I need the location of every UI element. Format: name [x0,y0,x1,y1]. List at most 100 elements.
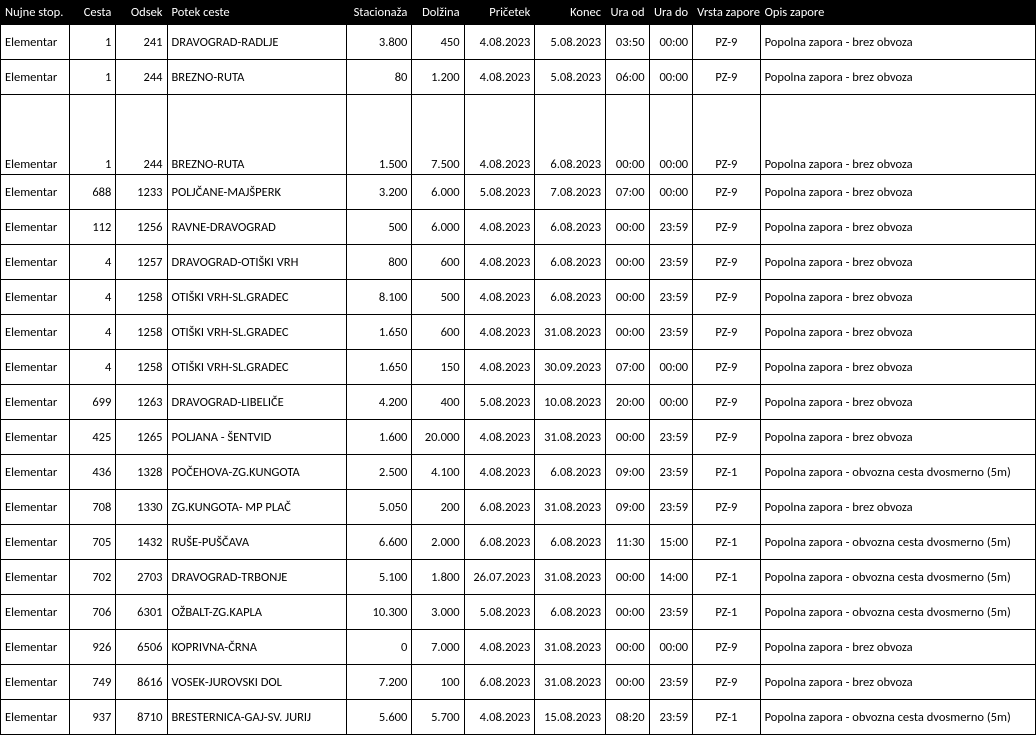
cell-c4: 7.200 [347,665,412,700]
cell-c0: Elementar [1,490,70,525]
cell-c10: PZ-1 [693,595,760,630]
cell-c7: 6.08.2023 [535,595,606,630]
cell-c6: 4.08.2023 [464,420,535,455]
cell-c0: Elementar [1,350,70,385]
cell-c1: 425 [69,420,116,455]
cell-c11: Popolna zapora - brez obvoza [760,350,1035,385]
cell-c1: 1 [69,60,116,95]
cell-c8: 00:00 [606,630,650,665]
cell-c10: PZ-9 [693,665,760,700]
table-row: Elementar1244BREZNO-RUTA801.2004.08.2023… [1,60,1036,95]
cell-c1: 4 [69,245,116,280]
cell-c9: 23:59 [649,280,693,315]
cell-c11: Popolna zapora - brez obvoza [760,665,1035,700]
cell-c3: OTIŠKI VRH-SL.GRADEC [167,280,347,315]
cell-c10: PZ-9 [693,245,760,280]
cell-c6: 6.08.2023 [464,525,535,560]
cell-c6: 4.08.2023 [464,245,535,280]
cell-c9: 23:59 [649,490,693,525]
cell-c1: 702 [69,560,116,595]
cell-c2: 1265 [116,420,167,455]
cell-c2: 1233 [116,175,167,210]
cell-c7: 31.08.2023 [535,315,606,350]
cell-c0: Elementar [1,210,70,245]
cell-c5: 1.800 [412,560,464,595]
cell-c0: Elementar [1,385,70,420]
cell-c1: 926 [69,630,116,665]
cell-c10: PZ-9 [693,25,760,60]
cell-c1: 4 [69,350,116,385]
cell-c0: Elementar [1,630,70,665]
cell-c9: 23:59 [649,455,693,490]
cell-c7: 31.08.2023 [535,630,606,665]
cell-c6: 4.08.2023 [464,630,535,665]
cell-c10: PZ-9 [693,385,760,420]
cell-c6: 4.08.2023 [464,700,535,735]
col-vrsta: Vrsta zapore [693,1,760,25]
cell-c1: 1 [69,95,116,175]
cell-c2: 8710 [116,700,167,735]
cell-c9: 23:59 [649,665,693,700]
cell-c11: Popolna zapora - brez obvoza [760,95,1035,175]
cell-c6: 4.08.2023 [464,95,535,175]
cell-c6: 5.08.2023 [464,175,535,210]
cell-c2: 1257 [116,245,167,280]
cell-c5: 600 [412,315,464,350]
cell-c0: Elementar [1,315,70,350]
cell-c0: Elementar [1,60,70,95]
cell-c8: 00:00 [606,315,650,350]
cell-c3: OTIŠKI VRH-SL.GRADEC [167,315,347,350]
cell-c8: 11:30 [606,525,650,560]
closures-table: Nujne stop. Cesta Odsek Potek ceste Stac… [0,0,1036,735]
cell-c2: 8616 [116,665,167,700]
cell-c0: Elementar [1,525,70,560]
cell-c5: 4.100 [412,455,464,490]
col-dolzina: Dolžina [412,1,464,25]
cell-c5: 1.200 [412,60,464,95]
cell-c8: 00:00 [606,210,650,245]
cell-c11: Popolna zapora - brez obvoza [760,175,1035,210]
cell-c2: 1330 [116,490,167,525]
cell-c7: 6.08.2023 [535,245,606,280]
cell-c8: 03:50 [606,25,650,60]
col-cesta: Cesta [69,1,116,25]
cell-c5: 150 [412,350,464,385]
cell-c8: 08:20 [606,700,650,735]
cell-c4: 1.600 [347,420,412,455]
cell-c0: Elementar [1,595,70,630]
cell-c4: 80 [347,60,412,95]
cell-c8: 00:00 [606,420,650,455]
cell-c2: 2703 [116,560,167,595]
col-potek: Potek ceste [167,1,347,25]
cell-c5: 2.000 [412,525,464,560]
cell-c10: PZ-9 [693,95,760,175]
cell-c5: 6.000 [412,210,464,245]
cell-c8: 06:00 [606,60,650,95]
table-row: Elementar7081330ZG.KUNGOTA- MP PLAČ5.050… [1,490,1036,525]
cell-c4: 0 [347,630,412,665]
cell-c3: OTIŠKI VRH-SL.GRADEC [167,350,347,385]
cell-c6: 26.07.2023 [464,560,535,595]
cell-c9: 00:00 [649,630,693,665]
cell-c7: 15.08.2023 [535,700,606,735]
cell-c9: 00:00 [649,350,693,385]
cell-c4: 1.650 [347,350,412,385]
cell-c10: PZ-1 [693,700,760,735]
cell-c10: PZ-9 [693,60,760,95]
cell-c5: 7.500 [412,95,464,175]
table-row: Elementar41258OTIŠKI VRH-SL.GRADEC1.6501… [1,350,1036,385]
cell-c6: 5.08.2023 [464,385,535,420]
cell-c2: 6506 [116,630,167,665]
cell-c11: Popolna zapora - obvozna cesta dvosmerno… [760,700,1035,735]
cell-c7: 31.08.2023 [535,665,606,700]
cell-c4: 1.650 [347,315,412,350]
cell-c0: Elementar [1,420,70,455]
cell-c7: 6.08.2023 [535,455,606,490]
cell-c3: ZG.KUNGOTA- MP PLAČ [167,490,347,525]
cell-c1: 708 [69,490,116,525]
cell-c2: 1258 [116,350,167,385]
cell-c1: 688 [69,175,116,210]
cell-c7: 6.08.2023 [535,525,606,560]
cell-c2: 1432 [116,525,167,560]
cell-c0: Elementar [1,455,70,490]
